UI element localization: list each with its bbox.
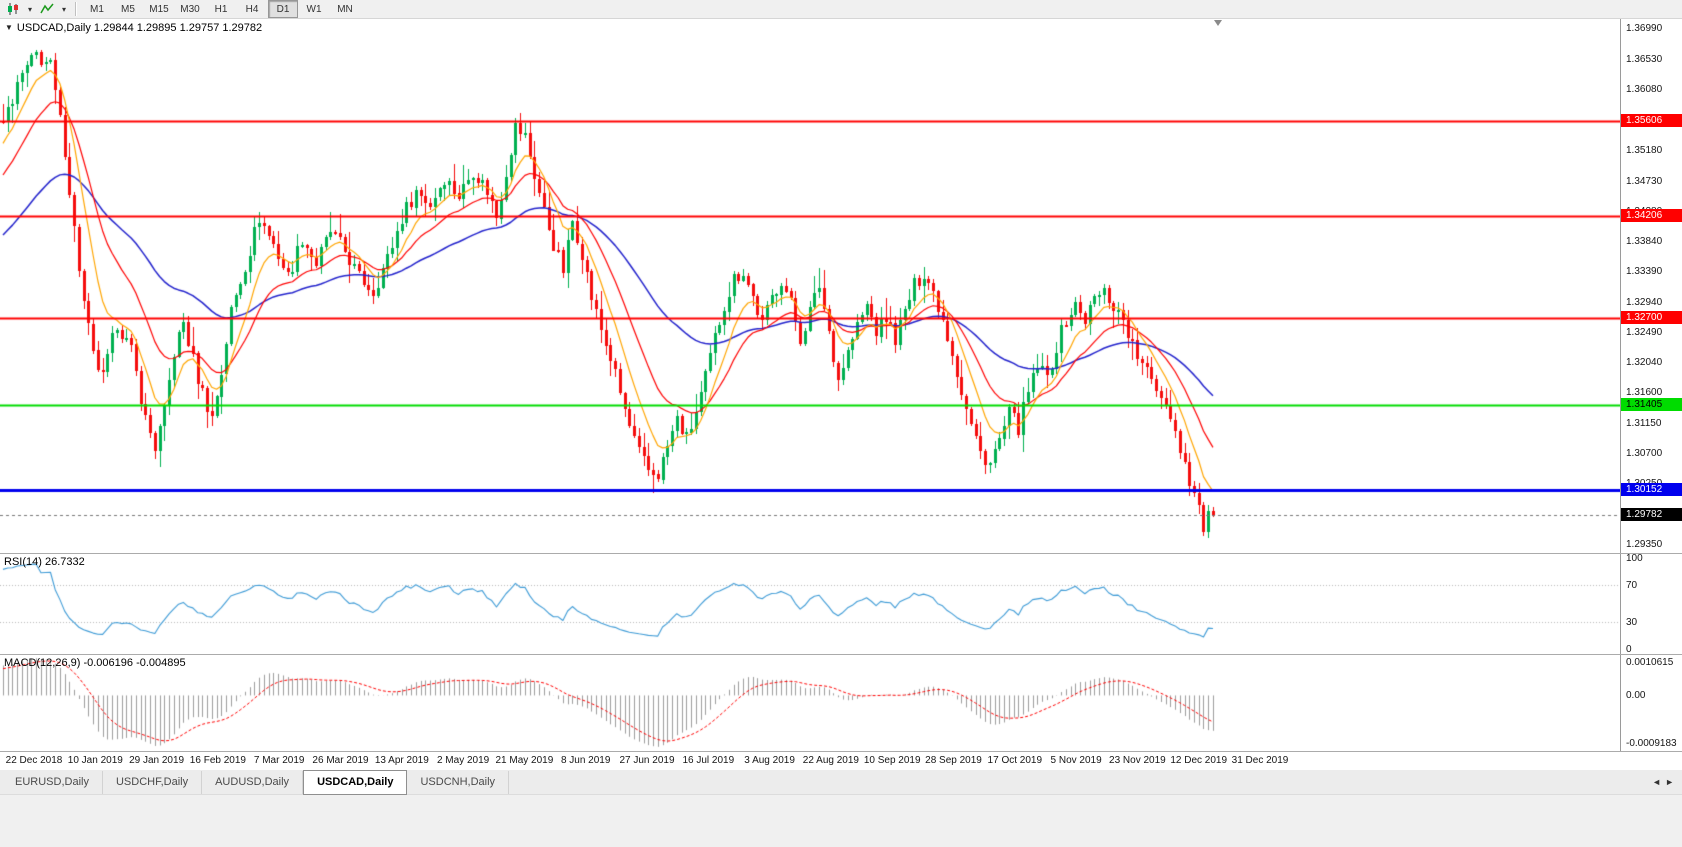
rsi-panel: RSI(14) 26.7332 100 70 30 0: [0, 553, 1682, 655]
macd-axis[interactable]: 0.0010615 0.00 -0.0009183: [1620, 655, 1682, 751]
status-strip: [0, 794, 1682, 847]
symbol-ohlc-label: USDCAD,Daily 1.29844 1.29895 1.29757 1.2…: [16, 22, 263, 34]
time-axis[interactable]: 22 Dec 2018 10 Jan 2019 29 Jan 2019 16 Feb …: [0, 751, 1682, 770]
price-tick-label: 1.36990: [1626, 22, 1663, 34]
date-label: 5 Nov 2019: [1050, 755, 1102, 766]
date-label: 16 Jul 2019: [682, 755, 735, 766]
date-label: 27 Jun 2019: [619, 755, 675, 766]
chevron-down-icon: ▾: [27, 4, 32, 14]
rsi-tick-label: 70: [1626, 580, 1638, 592]
timeframe-button-w1[interactable]: W1: [306, 3, 322, 15]
timeframe-button-m30[interactable]: M30: [180, 3, 200, 15]
price-tick-label: 1.32040: [1626, 357, 1663, 369]
price-tick-label: 1.31150: [1626, 417, 1662, 429]
rsi-canvas[interactable]: [0, 554, 1620, 653]
rsi-tick-label: 0: [1626, 644, 1632, 655]
tab-usdcad-daily[interactable]: USDCAD,Daily: [303, 769, 408, 795]
timeframe-button-m1[interactable]: M1: [90, 3, 104, 15]
price-tick-label: 1.30700: [1626, 447, 1663, 459]
date-label: 16 Feb 2019: [189, 755, 246, 766]
price-tick-label: 1.36530: [1626, 53, 1663, 65]
price-tick-label: 1.32940: [1626, 296, 1663, 308]
timeframe-button-h1[interactable]: H1: [214, 3, 228, 15]
date-label: 22 Aug 2019: [802, 755, 859, 766]
period-toolbar: ▾ ▾ M1 M5 M15 M30 H1 H4 D1 W1 MN: [0, 0, 1682, 19]
date-label: 28 Sep 2019: [925, 755, 982, 766]
chart-type-dropdown-button[interactable]: ▾: [24, 0, 36, 18]
price-tick-label: 1.29350: [1626, 539, 1663, 551]
toolbar-separator: [75, 2, 77, 16]
indicators-button[interactable]: [37, 0, 57, 18]
level-price-badge: 1.30152: [1621, 483, 1682, 496]
rsi-label: RSI(14) 26.7332: [4, 556, 85, 568]
rsi-tick-label: 100: [1626, 553, 1643, 564]
date-label: 17 Oct 2019: [987, 755, 1043, 766]
date-label: 23 Nov 2019: [1109, 755, 1166, 766]
chart-shift-marker-icon[interactable]: [1214, 20, 1222, 26]
level-price-badge: 1.32700: [1621, 310, 1682, 324]
macd-tick-label: 0.0010615: [1626, 657, 1674, 668]
macd-panel: MACD(12,26,9) -0.006196 -0.004895 0.0010…: [0, 654, 1682, 751]
macd-label: MACD(12,26,9) -0.006196 -0.004895: [4, 657, 186, 669]
chart-window: ▼ USDCAD,Daily 1.29844 1.29895 1.29757 1…: [0, 19, 1682, 770]
chart-tabs: EURUSD,Daily USDCHF,Daily AUDUSD,Daily USDC…: [2, 769, 510, 795]
tab-audusd-daily[interactable]: AUDUSD,Daily: [202, 770, 304, 794]
tab-usdchf-daily[interactable]: USDCHF,Daily: [103, 770, 203, 794]
tab-eurusd-daily[interactable]: EURUSD,Daily: [2, 770, 103, 794]
date-label: 10 Sep 2019: [863, 755, 921, 766]
tab-scroll-left-icon[interactable]: ◄: [1652, 777, 1662, 787]
date-label: 26 Mar 2019: [312, 755, 369, 766]
date-label: 10 Jan 2019: [67, 755, 123, 766]
date-label: 13 Apr 2019: [374, 755, 429, 766]
macd-tick-label: 0.00: [1626, 690, 1646, 702]
price-tick-label: 1.32490: [1626, 326, 1663, 338]
macd-tick-label: -0.0009183: [1626, 738, 1677, 749]
timeframe-button-mn[interactable]: MN: [337, 3, 353, 15]
chart-title: ▼ USDCAD,Daily 1.29844 1.29895 1.29757 1…: [5, 22, 262, 34]
timeframe-button-d1[interactable]: D1: [268, 0, 298, 18]
timeframe-button-m5[interactable]: M5: [121, 3, 135, 15]
rsi-tick-label: 30: [1626, 616, 1638, 628]
main-chart-canvas[interactable]: [0, 19, 1620, 553]
date-label: 7 Mar 2019: [253, 755, 305, 766]
main-price-panel: ▼ USDCAD,Daily 1.29844 1.29895 1.29757 1…: [0, 19, 1682, 553]
timeframe-button-h4[interactable]: H4: [245, 3, 259, 15]
chart-type-button[interactable]: [3, 0, 23, 18]
level-price-badge: 1.35606: [1621, 114, 1682, 128]
date-label: 29 Jan 2019: [129, 755, 185, 766]
one-click-trading-icon[interactable]: ▼: [5, 23, 13, 32]
timeframe-buttons: M1 M5 M15 M30 H1 H4 D1 W1 MN: [82, 0, 360, 18]
price-tick-label: 1.33390: [1626, 266, 1663, 278]
level-price-badge: 1.31405: [1621, 398, 1682, 412]
candlestick-chart-icon: [8, 3, 18, 15]
current-price-badge: 1.29782: [1621, 508, 1682, 521]
macd-canvas[interactable]: [0, 655, 1620, 750]
tab-scroll-right-icon[interactable]: ►: [1665, 777, 1674, 787]
tab-scroll-arrows: ◄ ►: [1652, 777, 1682, 787]
level-price-badge: 1.34206: [1621, 208, 1682, 222]
date-label: 21 May 2019: [495, 755, 554, 766]
price-tick-label: 1.36080: [1626, 84, 1663, 96]
price-tick-label: 1.33840: [1626, 235, 1663, 247]
date-label: 12 Dec 2019: [1170, 755, 1228, 766]
date-label: 22 Dec 2018: [5, 755, 63, 766]
date-label: 2 May 2019: [436, 755, 490, 766]
date-label: 8 Jun 2019: [560, 755, 611, 766]
price-tick-label: 1.35180: [1626, 145, 1663, 157]
chart-tab-bar: EURUSD,Daily USDCHF,Daily AUDUSD,Daily USDC…: [0, 769, 1682, 795]
zigzag-icon: [40, 3, 54, 14]
price-axis[interactable]: 1.369901.365301.360801.356301.351801.347…: [1620, 19, 1682, 553]
timeframe-button-m15[interactable]: M15: [149, 3, 169, 15]
indicators-dropdown-button[interactable]: ▾: [58, 0, 70, 18]
rsi-axis[interactable]: 100 70 30 0: [1620, 553, 1682, 655]
price-tick-label: 1.31600: [1626, 387, 1663, 399]
date-label: 31 Dec 2019: [1231, 755, 1289, 766]
tab-usdcnh-daily[interactable]: USDCNH,Daily: [407, 770, 510, 794]
date-label: 3 Aug 2019: [744, 755, 795, 766]
chevron-down-icon: ▾: [61, 4, 66, 14]
price-tick-label: 1.34730: [1626, 175, 1663, 187]
